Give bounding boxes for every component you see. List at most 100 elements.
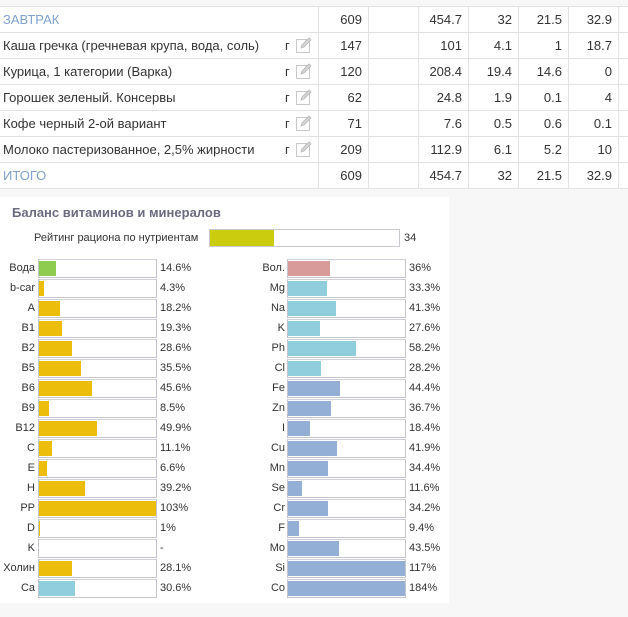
nutrient-bar	[38, 519, 157, 538]
food-name: Курица, 1 категории (Варка)	[3, 64, 173, 79]
nutrient-bar-fill	[39, 421, 98, 436]
nutrient-bar-fill	[39, 361, 81, 376]
nutrient-row: Cr 34.2%	[0, 499, 449, 519]
nutrient-row: E 6.6%	[0, 459, 449, 479]
nutrient-bar	[38, 279, 157, 298]
nutrient-label: Mg	[269, 282, 285, 294]
nutrient-value: 4.3%	[160, 282, 186, 294]
nutrient-value: 184%	[409, 582, 438, 594]
nutrient-row: B2 28.6%	[0, 339, 449, 359]
nutrient-value: 9.4%	[409, 522, 435, 534]
nutrient-row: Se 11.6%	[0, 479, 449, 499]
nutrient-value: 27.6%	[409, 322, 441, 334]
carbs-cell: 4	[568, 85, 618, 110]
nutrient-label: PP	[20, 502, 35, 514]
empty-cell	[368, 163, 418, 188]
empty-cell	[618, 59, 628, 84]
nutrient-bar	[38, 479, 157, 498]
nutrient-value: 41.9%	[409, 442, 441, 454]
nutrient-bar-fill	[288, 581, 405, 596]
pencil-edit-icon[interactable]	[296, 89, 312, 105]
nutrient-bar-fill	[288, 441, 338, 456]
nutrient-bar-fill	[288, 361, 321, 376]
nutrient-bar-fill	[39, 341, 73, 356]
pencil-edit-icon[interactable]	[296, 115, 312, 131]
empty-cell	[618, 7, 628, 32]
nutrient-row: Si 117%	[0, 559, 449, 579]
nutrient-label: b-car	[9, 282, 35, 294]
empty-cell	[368, 137, 418, 162]
qty-cell[interactable]: 147	[318, 33, 368, 58]
nutrient-row: Fe 44.4%	[0, 379, 449, 399]
nutrient-bar-fill	[39, 301, 61, 316]
nutrient-bar	[38, 419, 157, 438]
nutrient-label: Холин	[3, 562, 35, 574]
vitamin-mineral-panel: Баланс витаминов и минералов Рейтинг рац…	[0, 197, 449, 603]
pencil-edit-icon[interactable]	[296, 37, 312, 53]
nutrient-value: 49.9%	[160, 422, 192, 434]
qty-cell[interactable]: 209	[318, 137, 368, 162]
total-label: ИТОГО	[3, 168, 47, 183]
protein-cell: 6.1	[468, 137, 518, 162]
nutrient-bar	[287, 279, 406, 298]
nutrient-label: C	[27, 442, 35, 454]
pencil-edit-icon[interactable]	[296, 141, 312, 157]
nutrient-value: 1%	[160, 522, 176, 534]
nutrient-row: Cu 41.9%	[0, 439, 449, 459]
nutrient-value: 103%	[160, 502, 189, 514]
nutrient-row: B12 49.9%	[0, 419, 449, 439]
qty-cell[interactable]: 120	[318, 59, 368, 84]
nutrient-row: K 27.6%	[0, 319, 449, 339]
section-name[interactable]: ЗАВТРАК	[3, 12, 60, 27]
panel-title: Баланс витаминов и минералов	[12, 205, 221, 220]
carbs-cell: 0	[568, 59, 618, 84]
nutrient-row: Co 184%	[0, 579, 449, 599]
nutrient-value: 11.1%	[160, 442, 191, 454]
nutrient-value: 43.5%	[409, 542, 441, 554]
qty-cell[interactable]: 71	[318, 111, 368, 136]
section-row-breakfast[interactable]: ЗАВТРАК 609 454.7 32 21.5 32.9	[0, 7, 628, 33]
nutrient-bar	[38, 439, 157, 458]
meal-table: ЗАВТРАК 609 454.7 32 21.5 32.9 Каша греч…	[0, 6, 628, 189]
nutrient-value: 36.7%	[409, 402, 441, 414]
nutrient-label: K	[27, 542, 35, 554]
nutrient-bar-fill	[288, 281, 327, 296]
nutrient-row: F 9.4%	[0, 519, 449, 539]
nutrient-bar	[38, 539, 157, 558]
nutrient-label: B1	[21, 322, 35, 334]
nutrient-value: 41.3%	[409, 302, 441, 314]
nutrient-bar	[287, 319, 406, 338]
nutrient-label: Вол.	[262, 262, 285, 274]
nutrient-bar	[287, 359, 406, 378]
nutrient-bar-fill	[288, 421, 310, 436]
fat-cell: 1	[518, 33, 568, 58]
table-row: Курица, 1 категории (Варка) г 120 208.4 …	[0, 59, 628, 85]
qty-cell: 609	[318, 7, 368, 32]
protein-cell: 32	[468, 163, 518, 188]
nutrient-value: 18.4%	[409, 422, 441, 434]
nutrient-bar-fill	[39, 481, 85, 496]
rating-label: Рейтинг рациона по нутриентам	[34, 232, 199, 244]
nutrient-bar	[38, 339, 157, 358]
nutrient-row: Zn 36.7%	[0, 399, 449, 419]
nutrient-value: 117%	[409, 562, 437, 574]
food-name: Горошек зеленый. Консервы	[3, 90, 176, 105]
nutrient-value: 8.5%	[160, 402, 186, 414]
nutrient-bar-fill	[288, 501, 328, 516]
nutrient-row: Mn 34.4%	[0, 459, 449, 479]
nutrient-label: Co	[270, 582, 285, 594]
empty-cell	[618, 111, 628, 136]
pencil-edit-icon[interactable]	[296, 63, 312, 79]
nutrient-bar-fill	[288, 401, 331, 416]
nutrient-bar	[287, 399, 406, 418]
nutrient-label: Cr	[273, 502, 285, 514]
nutrient-row: Mo 43.5%	[0, 539, 449, 559]
qty-cell[interactable]: 62	[318, 85, 368, 110]
food-name: Кофе черный 2-ой вариант	[3, 116, 167, 131]
kcal-cell: 454.7	[418, 7, 468, 32]
fat-cell: 14.6	[518, 59, 568, 84]
nutrient-value: 28.6%	[160, 342, 192, 354]
nutrient-row: H 39.2%	[0, 479, 449, 499]
nutrient-value: 34.2%	[409, 502, 441, 514]
nutrient-bar-fill	[39, 461, 47, 476]
